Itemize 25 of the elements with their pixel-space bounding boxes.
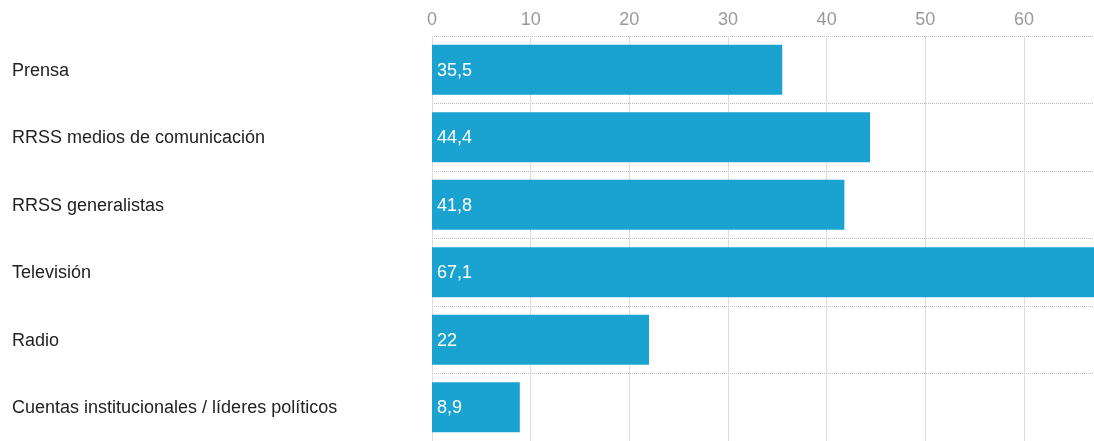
- data-label: 44,4: [437, 127, 473, 148]
- y-tick-label: RRSS medios de comunicación: [12, 127, 266, 148]
- y-tick-label: Cuentas institucionales / líderes políticos: [12, 397, 338, 418]
- y-tick-label: Televisión: [12, 262, 92, 283]
- data-label: 8,9: [437, 397, 463, 418]
- y-tick-label: Radio: [12, 329, 60, 350]
- x-tick-label: 50: [915, 9, 936, 29]
- bar: [432, 382, 520, 433]
- x-tick-label: 40: [816, 9, 837, 29]
- x-tick-label: 0: [426, 9, 438, 29]
- data-label: 41,8: [437, 194, 473, 215]
- bar: [432, 314, 650, 365]
- data-label: 67,1: [437, 262, 473, 283]
- data-label: 22: [437, 329, 458, 350]
- bar: [432, 247, 1094, 298]
- data-label: 35,5: [437, 59, 473, 80]
- x-tick-label: 60: [1013, 9, 1034, 29]
- bar: [432, 44, 783, 95]
- x-tick-label: 20: [619, 9, 640, 29]
- y-tick-label: RRSS generalistas: [12, 194, 165, 215]
- x-tick-label: 30: [717, 9, 738, 29]
- bar: [432, 179, 845, 230]
- x-tick-label: 10: [520, 9, 541, 29]
- bar: [432, 112, 871, 163]
- y-tick-label: Prensa: [12, 59, 71, 80]
